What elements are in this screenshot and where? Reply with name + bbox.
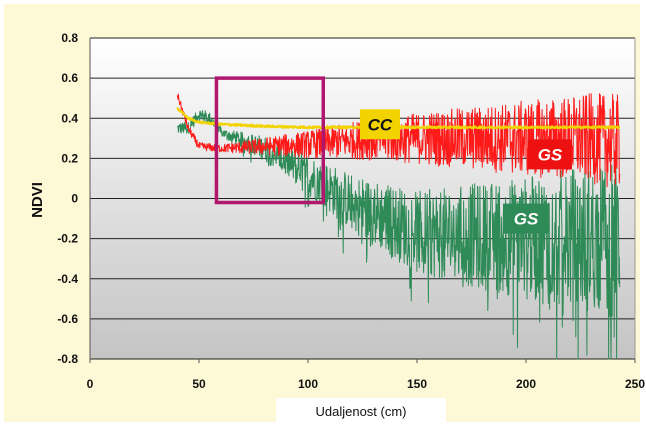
x-tick-labels: 0 50 100 150 200 250 [87, 377, 646, 391]
y-tick-label: -0.8 [57, 352, 78, 366]
y-tick-label: -0.6 [57, 312, 78, 326]
series-tag-label: GS [514, 210, 539, 229]
y-tick-label: 0.4 [61, 111, 78, 125]
chart-frame: 0.8 0.6 0.4 0.2 0 -0.2 -0.4 -0.6 -0.8 0 50 100 150 2… [4, 4, 645, 424]
x-axis-label: Udaljenost (cm) [315, 404, 406, 419]
series-tag-bg [527, 139, 572, 170]
series-tags: CC GS GS [359, 109, 572, 234]
y-tick-label: -0.4 [57, 272, 78, 286]
y-axis-label: NDVI [29, 182, 46, 218]
x-tick-label: 250 [625, 377, 645, 391]
x-tick-label: 200 [516, 377, 536, 391]
ndvi-chart: 0.8 0.6 0.4 0.2 0 -0.2 -0.4 -0.6 -0.8 0 50 100 150 2… [29, 31, 646, 424]
x-tick-label: 0 [87, 377, 94, 391]
series-tag-label: CC [368, 115, 393, 134]
x-tick-label: 50 [192, 377, 206, 391]
x-tick-label: 150 [407, 377, 427, 391]
highlight-rectangle [214, 76, 326, 205]
series-tag-bg [503, 203, 549, 234]
y-tick-label: 0.6 [61, 71, 78, 85]
axes [89, 38, 636, 363]
y-tick-label: 0.2 [61, 151, 78, 165]
x-tick-label: 100 [298, 377, 318, 391]
y-tick-label: -0.2 [57, 232, 78, 246]
series-tag-bg [359, 109, 400, 140]
y-tick-label: 0.8 [61, 31, 78, 45]
y-tick-label: 0 [71, 192, 78, 206]
x-axis-label-box [276, 398, 446, 424]
y-tick-labels: 0.8 0.6 0.4 0.2 0 -0.2 -0.4 -0.6 -0.8 [57, 31, 78, 366]
series-tag-label: GS [538, 145, 563, 164]
